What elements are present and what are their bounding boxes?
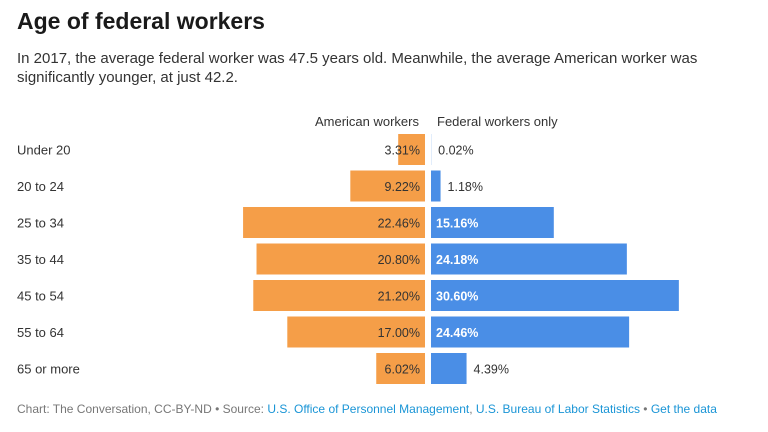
bar-american: [350, 170, 425, 202]
bar-federal: [431, 316, 630, 348]
bar-american: [287, 316, 425, 348]
bar-federal: [431, 243, 627, 275]
category-label: 20 to 24: [17, 179, 64, 194]
data-label-american: 6.02%: [385, 363, 420, 377]
category-label: 35 to 44: [17, 252, 64, 267]
category-label: 65 or more: [17, 362, 80, 377]
footer-credit: Chart: The Conversation, CC-BY-ND • Sour…: [17, 402, 268, 416]
data-label-american: 9.22%: [385, 180, 420, 194]
legend-american-workers: American workers: [315, 114, 420, 129]
footer-separator: ,: [469, 402, 476, 416]
bar-federal: [431, 207, 554, 238]
data-label-federal: 1.18%: [448, 180, 483, 194]
category-label: 45 to 54: [17, 289, 64, 304]
data-label-federal: 0.02%: [438, 144, 473, 158]
data-label-american: 17.00%: [378, 326, 420, 340]
data-label-american: 22.46%: [378, 217, 420, 231]
bar-federal: [431, 353, 467, 384]
bar-american: [376, 353, 425, 384]
data-label-federal: 24.18%: [436, 253, 478, 267]
category-label: 25 to 34: [17, 216, 64, 231]
bar-american: [256, 243, 425, 275]
age-pyramid-chart: American workers Federal workers only Unde…: [17, 114, 679, 384]
data-label-federal: 24.46%: [436, 326, 478, 340]
data-label-american: 20.80%: [378, 253, 420, 267]
category-label: 55 to 64: [17, 325, 64, 340]
data-label-federal: 30.60%: [436, 290, 478, 304]
source-link-bls[interactable]: U.S. Bureau of Labor Statistics: [475, 402, 640, 416]
data-label-federal: 15.16%: [436, 217, 478, 231]
bar-federal: [431, 280, 679, 311]
footer-dot: •: [639, 402, 651, 416]
chart-title: Age of federal workers: [17, 8, 265, 34]
chart-footer: Chart: The Conversation, CC-BY-ND • Sour…: [17, 402, 717, 416]
chart-subtitle: In 2017, the average federal worker was …: [17, 50, 698, 86]
category-label: Under 20: [17, 143, 70, 158]
bar-american: [398, 134, 425, 165]
bar-federal: [431, 170, 441, 202]
data-label-american: 3.31%: [385, 144, 420, 158]
source-link-opm[interactable]: U.S. Office of Personnel Management: [267, 402, 470, 416]
data-label-american: 21.20%: [378, 290, 420, 304]
legend-federal-workers: Federal workers only: [437, 114, 558, 129]
data-label-federal: 4.39%: [474, 363, 509, 377]
get-data-link[interactable]: Get the data: [650, 402, 717, 416]
bar-american: [253, 280, 425, 311]
bar-american: [243, 207, 425, 238]
